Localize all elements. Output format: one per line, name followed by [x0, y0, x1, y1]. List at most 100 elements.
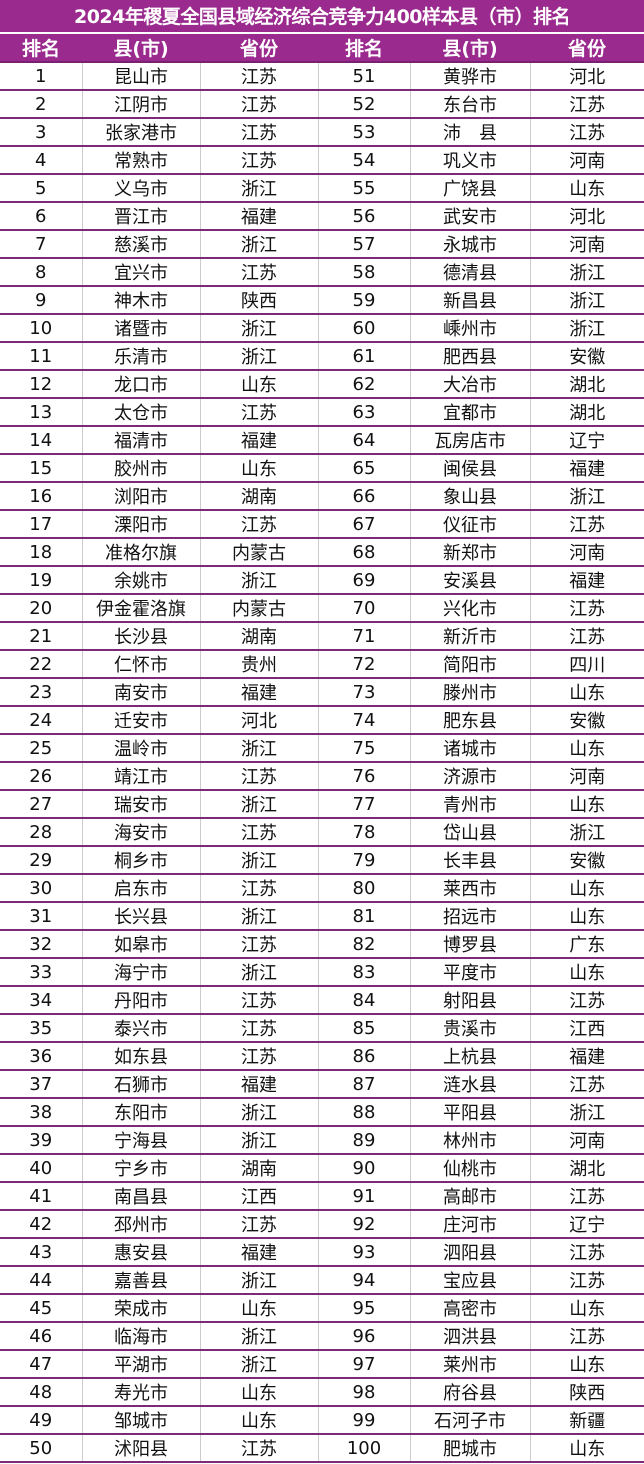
county-cell: 宜兴市 [81, 258, 200, 287]
county-cell: 武安市 [409, 202, 530, 231]
rank-cell: 65 [317, 454, 410, 483]
province-cell: 江苏 [199, 62, 318, 91]
county-cell: 青州市 [409, 790, 530, 819]
county-cell: 平度市 [409, 958, 530, 987]
county-cell: 新郑市 [409, 538, 530, 567]
county-cell: 临海市 [81, 1322, 200, 1351]
rank-cell: 57 [317, 230, 410, 259]
province-cell: 江苏 [199, 986, 318, 1015]
county-cell: 伊金霍洛旗 [81, 594, 200, 623]
rank-cell: 94 [317, 1266, 410, 1295]
county-cell: 大冶市 [409, 370, 530, 399]
county-cell: 泗洪县 [409, 1322, 530, 1351]
county-cell: 长丰县 [409, 846, 530, 875]
rank-cell: 49 [0, 1406, 82, 1435]
province-cell: 河北 [199, 706, 318, 735]
county-cell: 宁海县 [81, 1126, 200, 1155]
table-row: 44 嘉善县 浙江 94 宝应县 江苏 [0, 1266, 644, 1295]
county-cell: 肥西县 [409, 342, 530, 371]
table-row: 15 胶州市 山东 65 闽侯县 福建 [0, 454, 644, 483]
county-cell: 靖江市 [81, 762, 200, 791]
county-cell: 如皋市 [81, 930, 200, 959]
province-cell: 江苏 [199, 398, 318, 427]
county-cell: 宁乡市 [81, 1154, 200, 1183]
county-cell: 南安市 [81, 678, 200, 707]
county-cell: 石狮市 [81, 1070, 200, 1099]
county-cell: 平阳县 [409, 1098, 530, 1127]
table-row: 5 义乌市 浙江 55 广饶县 山东 [0, 174, 644, 203]
province-cell: 福建 [529, 1042, 644, 1071]
county-cell: 闽侯县 [409, 454, 530, 483]
rank-cell: 19 [0, 566, 82, 595]
province-cell: 江苏 [529, 510, 644, 539]
table-row: 2 江阴市 江苏 52 东台市 江苏 [0, 90, 644, 119]
province-cell: 广东 [529, 930, 644, 959]
county-cell: 广饶县 [409, 174, 530, 203]
table-row: 21 长沙县 湖南 71 新沂市 江苏 [0, 622, 644, 651]
rank-cell: 54 [317, 146, 410, 175]
county-cell: 瑞安市 [81, 790, 200, 819]
table-row: 40 宁乡市 湖南 90 仙桃市 湖北 [0, 1154, 644, 1183]
province-cell: 浙江 [199, 734, 318, 763]
county-cell: 府谷县 [409, 1378, 530, 1407]
rank-cell: 44 [0, 1266, 82, 1295]
table-row: 12 龙口市 山东 62 大冶市 湖北 [0, 370, 644, 399]
province-cell: 福建 [199, 202, 318, 231]
rank-cell: 69 [317, 566, 410, 595]
rank-cell: 56 [317, 202, 410, 231]
county-cell: 简阳市 [409, 650, 530, 679]
rank-cell: 99 [317, 1406, 410, 1435]
county-cell: 岱山县 [409, 818, 530, 847]
province-cell: 江西 [529, 1014, 644, 1043]
province-cell: 内蒙古 [199, 594, 318, 623]
province-cell: 浙江 [199, 314, 318, 343]
province-cell: 山东 [529, 734, 644, 763]
table-row: 48 寿光市 山东 98 府谷县 陕西 [0, 1378, 644, 1407]
rank-cell: 14 [0, 426, 82, 455]
county-cell: 巩义市 [409, 146, 530, 175]
county-cell: 招远市 [409, 902, 530, 931]
rank-cell: 60 [317, 314, 410, 343]
rank-cell: 37 [0, 1070, 82, 1099]
province-cell: 江苏 [199, 1014, 318, 1043]
province-cell: 辽宁 [529, 1210, 644, 1239]
province-cell: 江苏 [199, 258, 318, 287]
table-row: 43 惠安县 福建 93 泗阳县 江苏 [0, 1238, 644, 1267]
rank-cell: 48 [0, 1378, 82, 1407]
rank-cell: 47 [0, 1350, 82, 1379]
rank-cell: 22 [0, 650, 82, 679]
province-cell: 浙江 [529, 1098, 644, 1127]
province-cell: 江苏 [529, 1070, 644, 1099]
rank-cell: 96 [317, 1322, 410, 1351]
county-cell: 邹城市 [81, 1406, 200, 1435]
county-cell: 兴化市 [409, 594, 530, 623]
rank-cell: 98 [317, 1378, 410, 1407]
province-cell: 河北 [529, 202, 644, 231]
province-cell: 浙江 [199, 342, 318, 371]
table-row: 31 长兴县 浙江 81 招远市 山东 [0, 902, 644, 931]
province-cell: 浙江 [529, 314, 644, 343]
county-cell: 高密市 [409, 1294, 530, 1323]
county-cell: 安溪县 [409, 566, 530, 595]
county-cell: 惠安县 [81, 1238, 200, 1267]
province-cell: 江苏 [529, 594, 644, 623]
county-cell: 仁怀市 [81, 650, 200, 679]
county-cell: 龙口市 [81, 370, 200, 399]
county-cell: 肥城市 [409, 1434, 530, 1463]
header-row: 排名 县(市) 省份 排名 县(市) 省份 [0, 34, 644, 63]
table-row: 22 仁怀市 贵州 72 简阳市 四川 [0, 650, 644, 679]
table-row: 1 昆山市 江苏 51 黄骅市 河北 [0, 62, 644, 91]
county-cell: 莱州市 [409, 1350, 530, 1379]
table-row: 9 神木市 陕西 59 新昌县 浙江 [0, 286, 644, 315]
county-cell: 仙桃市 [409, 1154, 530, 1183]
table-row: 27 瑞安市 浙江 77 青州市 山东 [0, 790, 644, 819]
county-cell: 新昌县 [409, 286, 530, 315]
rank-cell: 68 [317, 538, 410, 567]
county-cell: 丹阳市 [81, 986, 200, 1015]
rank-cell: 63 [317, 398, 410, 427]
province-cell: 浙江 [199, 230, 318, 259]
county-cell: 温岭市 [81, 734, 200, 763]
province-cell: 安徽 [529, 706, 644, 735]
province-cell: 江苏 [529, 1322, 644, 1351]
county-cell: 东阳市 [81, 1098, 200, 1127]
